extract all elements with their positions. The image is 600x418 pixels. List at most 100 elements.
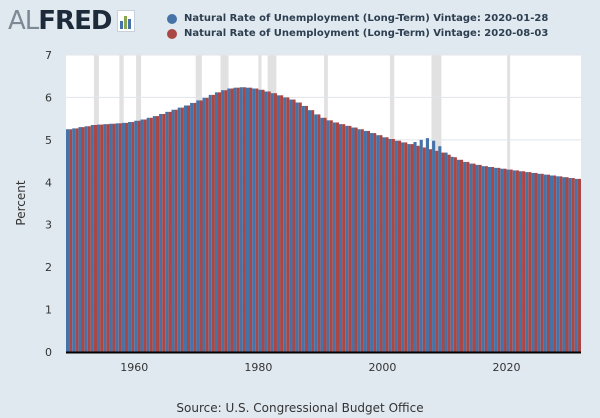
bar-series-1-2009 [438, 146, 442, 352]
bar-series-1-1982 [270, 93, 274, 352]
bar-series-1-1983 [276, 95, 281, 353]
logo-text-al: AL [8, 6, 39, 36]
bar-series-2-2024 [534, 172, 538, 352]
bar-series-1-1974 [221, 90, 225, 353]
bar-series-1-1953 [90, 125, 94, 352]
bar-series-1-1970 [196, 100, 200, 352]
bar-series-2-1980 [261, 89, 265, 352]
bar-series-1-1956 [109, 123, 113, 352]
bar-series-2-1961 [143, 119, 147, 353]
bar-series-2-2004 [410, 144, 414, 352]
x-tick-label-2000: 2000 [368, 361, 396, 374]
bar-series-2-1956 [112, 123, 116, 352]
y-tick-label-2: 2 [45, 261, 52, 274]
bar-series-1-2008 [432, 140, 436, 352]
bar-series-2-2017 [491, 167, 495, 352]
bar-series-2-1974 [224, 90, 228, 353]
bar-series-1-2005 [413, 141, 417, 352]
x-tick-label-1980: 1980 [244, 361, 272, 374]
bar-series-1-1951 [78, 127, 82, 352]
legend-label-series-1: Natural Rate of Unemployment (Long-Term)… [184, 13, 549, 24]
bar-series-2-2019 [503, 168, 507, 352]
bar-series-1-1975 [227, 88, 231, 353]
bar-series-1-2019 [500, 168, 504, 352]
bar-series-2-2026 [546, 174, 550, 352]
bar-series-2-1962 [149, 117, 153, 353]
bar-series-2-1972 [211, 94, 215, 352]
bar-series-1-1990 [320, 117, 324, 353]
bar-series-2-1999 [379, 135, 383, 352]
fred-logo[interactable]: AL FRED [8, 6, 136, 36]
bar-series-2-1988 [311, 110, 315, 353]
bar-series-2-1952 [87, 126, 91, 352]
bar-series-2-1973 [218, 92, 222, 352]
bar-series-1-1968 [183, 105, 187, 353]
bar-series-2-2018 [497, 167, 501, 352]
bar-series-2-1985 [292, 99, 296, 352]
bar-series-1-2031 [574, 178, 578, 352]
bar-series-1-1954 [97, 124, 101, 352]
bar-series-2-1992 [335, 122, 340, 352]
bar-series-2-2021 [515, 170, 519, 352]
bar-series-1-1972 [208, 94, 212, 352]
bar-series-2-1998 [373, 133, 377, 352]
bar-series-1-2024 [531, 172, 535, 352]
bar-series-1-1992 [332, 122, 336, 352]
bar-series-2-1990 [323, 117, 327, 353]
bar-series-1-1969 [190, 102, 194, 353]
bar-series-2-1996 [360, 129, 364, 352]
bar-series-1-2020 [506, 169, 510, 352]
bar-series-1-1966 [171, 109, 175, 353]
legend-item-series-1[interactable]: Natural Rate of Unemployment (Long-Term)… [167, 11, 548, 26]
bar-series-1-1996 [357, 129, 361, 352]
bar-series-1-2007 [425, 138, 429, 352]
bar-series-2-1953 [93, 125, 98, 352]
bar-series-2-1963 [155, 116, 160, 353]
bar-series-2-2012 [460, 159, 464, 352]
legend-item-series-2[interactable]: Natural Rate of Unemployment (Long-Term)… [167, 26, 548, 41]
bar-series-1-1985 [289, 99, 293, 352]
bars-group [66, 87, 581, 353]
bar-series-1-2012 [456, 159, 461, 352]
bar-series-2-2006 [422, 147, 426, 352]
bar-series-1-2006 [419, 139, 423, 352]
bar-series-2-2027 [553, 175, 557, 352]
bar-series-2-2016 [484, 166, 488, 352]
logo-text-fred: FRED [38, 6, 112, 36]
bar-series-1-1995 [351, 127, 355, 352]
bar-series-1-1977 [239, 87, 243, 352]
bar-series-2-1994 [348, 125, 352, 352]
bar-series-2-1981 [267, 91, 271, 352]
bar-series-2-1966 [174, 109, 178, 353]
y-tick-labels: 0 1 2 3 4 5 6 7 [45, 49, 52, 359]
bar-series-2-1971 [205, 97, 209, 352]
bar-series-2-1970 [199, 100, 203, 352]
bar-series-1-2023 [525, 172, 529, 352]
bar-series-2-1967 [180, 107, 184, 353]
bar-series-1-2017 [487, 167, 492, 352]
bar-series-2-1968 [186, 105, 191, 353]
bar-series-2-1957 [118, 123, 122, 352]
bar-series-2-2028 [559, 176, 563, 352]
bar-series-1-2004 [407, 144, 411, 352]
bar-series-2-2020 [509, 169, 513, 352]
bar-series-1-2025 [537, 173, 541, 352]
bar-series-1-1965 [165, 111, 169, 353]
bar-series-2-2009 [441, 152, 445, 352]
y-tick-label-7: 7 [45, 49, 52, 62]
bar-series-2-1955 [106, 124, 110, 352]
bar-series-2-1958 [124, 122, 129, 352]
bar-series-2-1983 [280, 95, 284, 353]
bar-series-2-1993 [342, 124, 346, 352]
bar-series-1-2013 [463, 161, 467, 352]
bar-series-2-2029 [565, 177, 569, 352]
y-tick-label-4: 4 [45, 176, 52, 189]
bar-series-2-1951 [81, 127, 85, 352]
bar-series-2-1997 [366, 130, 371, 352]
bar-series-1-1999 [376, 135, 380, 352]
y-tick-label-1: 1 [45, 304, 52, 317]
bar-series-2-1995 [354, 127, 358, 352]
bar-series-1-2001 [388, 139, 392, 352]
legend-marker-series-2 [167, 28, 177, 39]
